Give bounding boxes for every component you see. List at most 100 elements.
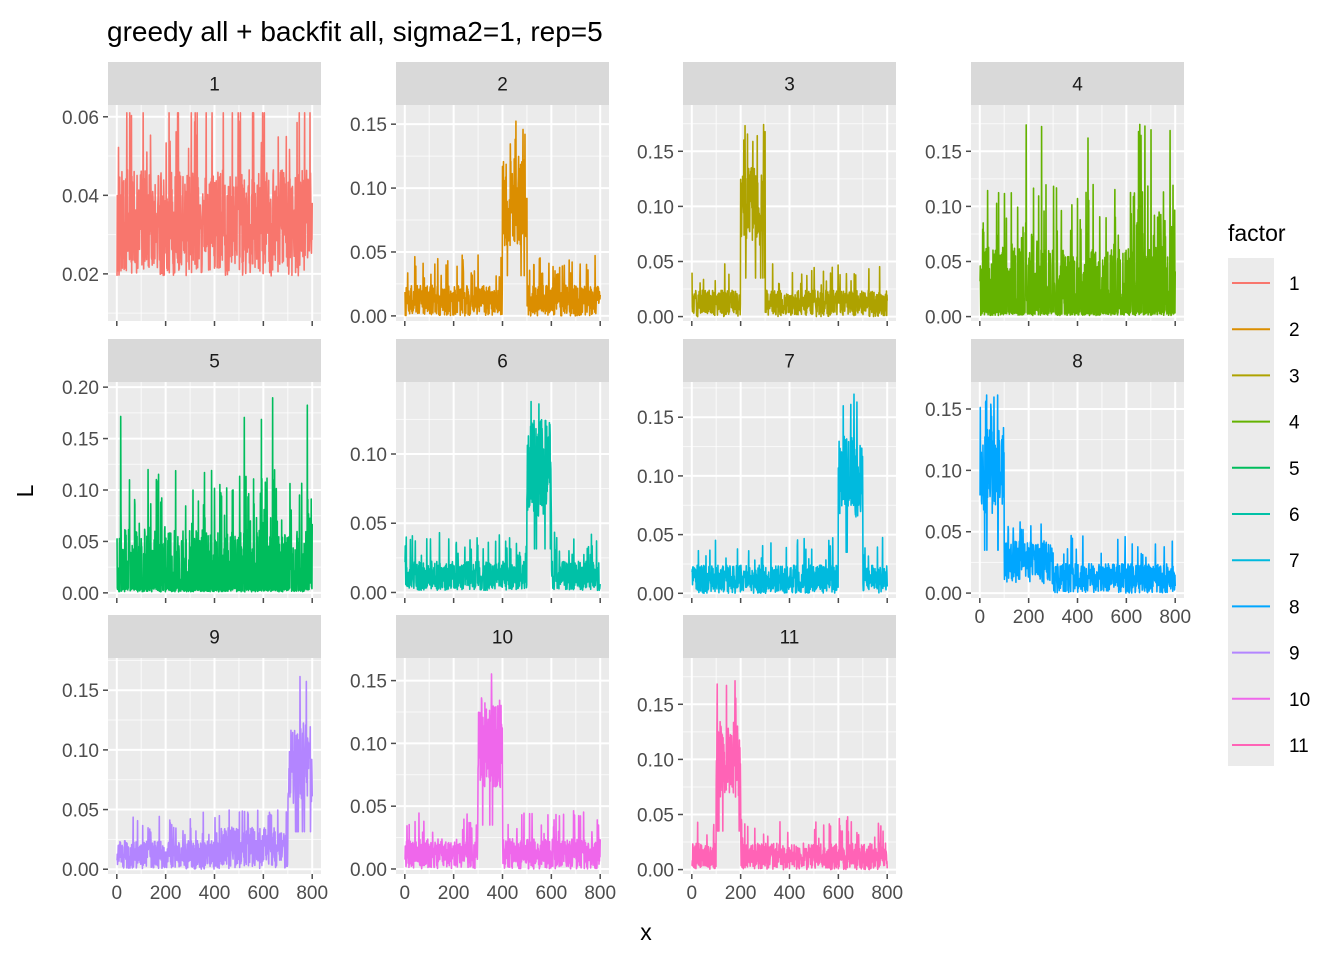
y-tick-label: 0.00 xyxy=(637,308,674,329)
x-tick-label: 200 xyxy=(1013,607,1045,628)
legend-label-11: 11 xyxy=(1289,736,1309,757)
facet-panel-7: 7 0.00 0.05 0.10 0.15 xyxy=(637,339,896,605)
series-line-8 xyxy=(979,394,1177,594)
y-tick-label: 0.15 xyxy=(637,408,674,429)
y-tick-label: 0.05 xyxy=(62,801,99,822)
y-tick-label: 0.06 xyxy=(62,108,99,129)
y-tick-label: 0.05 xyxy=(350,243,387,264)
strip-2-background xyxy=(396,62,609,105)
y-tick-label: 0.00 xyxy=(350,860,387,881)
series-line-7 xyxy=(691,393,889,595)
series-line-10 xyxy=(404,673,602,870)
legend-label-7: 7 xyxy=(1289,551,1300,572)
legend-keys-background xyxy=(1228,258,1274,766)
facet-panel-9: 9 0.00 0.05 0.10 0.15 0 200 400 600 800 xyxy=(62,615,328,904)
x-tick-label: 600 xyxy=(248,883,280,904)
x-tick-label: 200 xyxy=(150,883,182,904)
y-tick-label: 0.15 xyxy=(637,695,674,716)
legend-label-4: 4 xyxy=(1289,413,1300,434)
strip-label: 7 xyxy=(784,352,795,373)
y-tick-label: 0.15 xyxy=(62,430,99,451)
y-tick-label: 0.00 xyxy=(350,307,387,328)
x-tick-label: 800 xyxy=(871,883,903,904)
series-line-4 xyxy=(979,123,1177,317)
facet-panel-8: 8 0.00 0.05 0.10 0.15 0 200 400 600 800 xyxy=(925,339,1191,628)
legend-label-9: 9 xyxy=(1289,644,1300,665)
y-tick-label: 0.00 xyxy=(350,583,387,604)
y-tick-label: 0.20 xyxy=(62,378,99,399)
y-tick-label: 0.10 xyxy=(637,750,674,771)
legend-label-6: 6 xyxy=(1289,505,1300,526)
x-tick-label: 600 xyxy=(1111,607,1143,628)
x-tick-label: 0 xyxy=(687,883,698,904)
legend-label-1: 1 xyxy=(1289,274,1300,295)
y-axis-title: L xyxy=(12,484,38,497)
strip-label: 2 xyxy=(497,75,508,96)
series-line-9 xyxy=(116,675,314,870)
y-tick-label: 0.10 xyxy=(637,467,674,488)
x-tick-label: 800 xyxy=(296,883,328,904)
facet-panel-2: 2 0.00 0.05 0.10 0.15 xyxy=(350,62,609,328)
y-tick-label: 0.15 xyxy=(350,672,387,693)
legend-label-2: 2 xyxy=(1289,320,1300,341)
facet-panel-3: 3 0.00 0.05 0.10 0.15 xyxy=(637,62,896,329)
y-tick-label: 0.00 xyxy=(62,860,99,881)
y-tick-label: 0.10 xyxy=(62,481,99,502)
series-line-2 xyxy=(404,120,602,317)
legend: factor 1 2 3 4 5 6 7 8 9 10 11 xyxy=(1228,220,1310,766)
x-tick-label: 800 xyxy=(584,883,616,904)
strip-label: 9 xyxy=(209,628,220,649)
facet-panel-1: 1 0.02 0.04 0.06 xyxy=(62,62,321,326)
y-tick-label: 0.15 xyxy=(637,142,674,163)
strip-label: 11 xyxy=(780,628,800,649)
y-tick-label: 0.05 xyxy=(925,252,962,273)
y-tick-label: 0.05 xyxy=(350,514,387,535)
strip-4-background xyxy=(971,62,1184,105)
y-tick-label: 0.04 xyxy=(62,186,99,207)
y-tick-label: 0.10 xyxy=(62,741,99,762)
y-tick-label: 0.10 xyxy=(925,461,962,482)
strip-8-background xyxy=(971,339,1184,382)
facet-panel-6: 6 0.00 0.05 0.10 xyxy=(350,339,609,604)
strip-label: 5 xyxy=(209,352,220,373)
series-line-3 xyxy=(691,123,889,318)
strip-label: 8 xyxy=(1072,352,1083,373)
facet-panels: 1 0.02 0.04 0.06 2 0.00 0.05 0.10 0.15 3 0.00 0.05 0… xyxy=(62,62,1191,904)
series-line-6 xyxy=(404,400,602,592)
legend-label-3: 3 xyxy=(1289,366,1300,387)
y-tick-label: 0.02 xyxy=(62,265,99,286)
x-tick-label: 400 xyxy=(199,883,231,904)
strip-3-background xyxy=(683,62,896,105)
y-tick-label: 0.05 xyxy=(350,797,387,818)
x-axis-title: x xyxy=(640,919,652,945)
strip-11-background xyxy=(683,615,896,658)
y-tick-label: 0.05 xyxy=(637,805,674,826)
strip-1-background xyxy=(108,62,321,105)
legend-title: factor xyxy=(1228,220,1286,246)
y-tick-label: 0.15 xyxy=(350,115,387,136)
legend-label-5: 5 xyxy=(1289,459,1300,480)
legend-label-8: 8 xyxy=(1289,597,1300,618)
strip-label: 4 xyxy=(1072,75,1083,96)
x-tick-label: 600 xyxy=(536,883,568,904)
legend-label-10: 10 xyxy=(1289,690,1310,711)
y-tick-label: 0.00 xyxy=(925,584,962,605)
y-tick-label: 0.15 xyxy=(925,142,962,163)
x-tick-label: 200 xyxy=(438,883,470,904)
facet-panel-10: 10 0.00 0.05 0.10 0.15 0 200 400 600 800 xyxy=(350,615,616,904)
y-tick-label: 0.00 xyxy=(637,584,674,605)
strip-label: 6 xyxy=(497,352,508,373)
x-tick-label: 400 xyxy=(1062,607,1094,628)
facet-panel-5: 5 0.00 0.05 0.10 0.15 0.20 xyxy=(62,339,321,605)
facet-panel-11: 11 0.00 0.05 0.10 0.15 0 200 400 600 800 xyxy=(637,615,903,904)
series-line-1 xyxy=(116,112,314,277)
series-line-5 xyxy=(116,396,314,593)
y-tick-label: 0.05 xyxy=(637,252,674,273)
y-tick-label: 0.10 xyxy=(925,197,962,218)
x-tick-label: 400 xyxy=(487,883,519,904)
x-tick-label: 0 xyxy=(400,883,411,904)
y-tick-label: 0.10 xyxy=(350,445,387,466)
strip-label: 10 xyxy=(492,628,513,649)
series-line-11 xyxy=(691,679,889,871)
x-tick-label: 200 xyxy=(725,883,757,904)
